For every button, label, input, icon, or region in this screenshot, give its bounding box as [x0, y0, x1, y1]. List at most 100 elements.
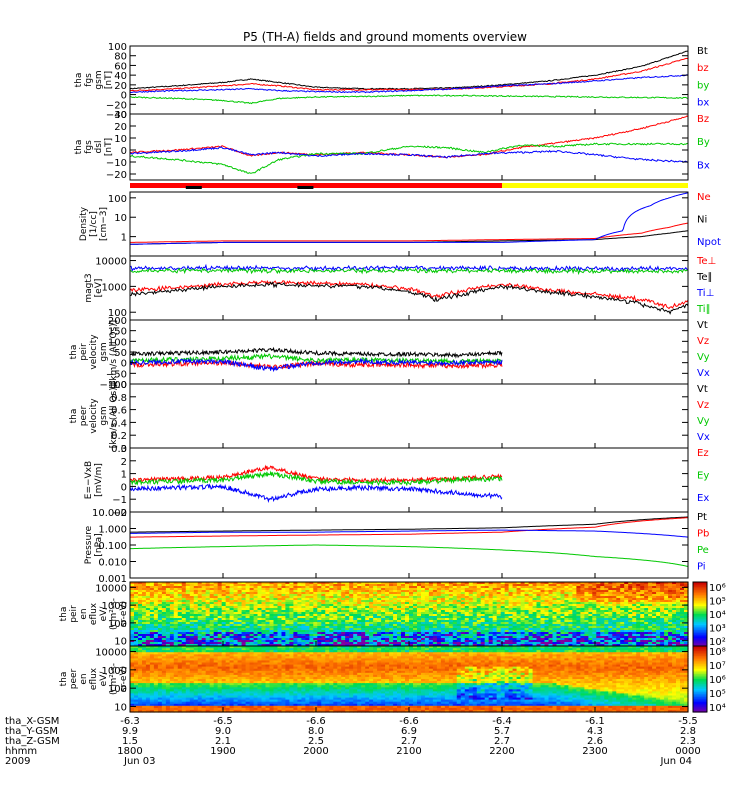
heatmap-cell [281, 620, 287, 623]
heatmap-cell [488, 612, 494, 615]
heatmap-cell [616, 626, 621, 629]
heatmap-cell [664, 612, 669, 615]
heatmap-cell [130, 644, 135, 647]
heatmap-cell [365, 624, 370, 627]
heatmap-cell [520, 610, 526, 613]
heatmap-cell [484, 620, 490, 623]
series-line-bx [130, 74, 688, 94]
heatmap-cell [528, 608, 534, 611]
heatmap-cell [269, 616, 275, 619]
heatmap-cell [452, 602, 458, 605]
heatmap-cell [560, 632, 566, 635]
heatmap-cell [145, 604, 151, 607]
heatmap-cell [504, 616, 510, 619]
heatmap-cell [385, 640, 390, 643]
heatmap-cell [157, 590, 163, 593]
heatmap-cell [436, 636, 442, 639]
heatmap-cell [616, 634, 621, 637]
heatmap-cell [464, 638, 470, 641]
heatmap-cell [472, 636, 478, 639]
heatmap-cell [636, 584, 641, 587]
heatmap-cell [313, 636, 318, 639]
heatmap-cell [138, 683, 143, 686]
heatmap-cell [564, 630, 569, 633]
y-tick-label: 10 [114, 637, 127, 648]
heatmap-cell [145, 610, 151, 613]
heatmap-cell [305, 590, 310, 593]
heatmap-cell [345, 644, 350, 647]
heatmap-cell [149, 582, 155, 585]
colorbar-cell [693, 593, 707, 596]
heatmap-cell [632, 584, 637, 587]
colorbar-cell [693, 642, 707, 645]
heatmap-cell [596, 594, 601, 597]
heatmap-cell [664, 618, 669, 621]
heatmap-cell [472, 600, 478, 603]
heatmap-cell [369, 582, 374, 585]
heatmap-cell [225, 594, 231, 597]
heatmap-cell [269, 592, 275, 595]
heatmap-cell [193, 612, 199, 615]
heatmap-cell [265, 592, 271, 595]
heatmap-cell [480, 604, 486, 607]
heatmap-cell [241, 600, 247, 603]
heatmap-cell [540, 602, 546, 605]
heatmap-cell [138, 660, 143, 664]
heatmap-cell [281, 644, 287, 647]
heatmap-cell [233, 620, 239, 623]
heatmap-cell [648, 642, 653, 645]
heatmap-cell [596, 644, 601, 647]
heatmap-cell [405, 632, 410, 635]
heatmap-cell [624, 640, 629, 643]
heatmap-cell [548, 592, 554, 595]
heatmap-cell [233, 638, 239, 641]
heatmap-cell [596, 626, 601, 629]
heatmap-cell [413, 616, 418, 619]
heatmap-cell [452, 598, 458, 601]
heatmap-cell [432, 584, 438, 587]
heatmap-cell [508, 610, 514, 613]
heatmap-cell [680, 624, 685, 627]
heatmap-cell [385, 600, 390, 603]
heatmap-cell [428, 628, 434, 631]
heatmap-cell [652, 636, 657, 639]
heatmap-cell [456, 602, 462, 605]
heatmap-cell [321, 634, 326, 637]
heatmap-cell [409, 636, 414, 639]
heatmap-cell [161, 640, 167, 643]
heatmap-cell [389, 596, 394, 599]
heatmap-cell [265, 636, 271, 639]
heatmap-cell [345, 604, 350, 607]
heatmap-cell [142, 681, 147, 684]
heatmap-cell [173, 584, 179, 587]
heatmap-cell [620, 594, 625, 597]
heatmap-cell [540, 616, 546, 619]
heatmap-cell [544, 614, 550, 617]
heatmap-cell [269, 628, 275, 631]
heatmap-cell [149, 616, 155, 619]
heatmap-cell [149, 618, 155, 621]
heatmap-cell [592, 600, 597, 603]
heatmap-cell [134, 592, 139, 595]
heatmap-cell [592, 606, 597, 609]
heatmap-cell [237, 618, 243, 621]
heatmap-cell [456, 598, 462, 601]
heatmap-cell [149, 606, 155, 609]
y-tick-label: −40 [106, 110, 127, 121]
heatmap-cell [421, 632, 426, 635]
heatmap-cell [620, 606, 625, 609]
y-axis-label-line: dsl [94, 141, 104, 154]
heatmap-cell [401, 586, 406, 589]
heatmap-cell [245, 626, 251, 629]
heatmap-cell [440, 612, 446, 615]
heatmap-cell [592, 594, 597, 597]
heatmap-cell [472, 594, 478, 597]
heatmap-cell [134, 608, 139, 611]
heatmap-cell [452, 628, 458, 631]
heatmap-cell [656, 618, 661, 621]
heatmap-cell [393, 630, 398, 633]
heatmap-cell [377, 630, 382, 633]
heatmap-cell [305, 594, 310, 597]
heatmap-cell [592, 584, 597, 587]
heatmap-cell [145, 582, 151, 585]
